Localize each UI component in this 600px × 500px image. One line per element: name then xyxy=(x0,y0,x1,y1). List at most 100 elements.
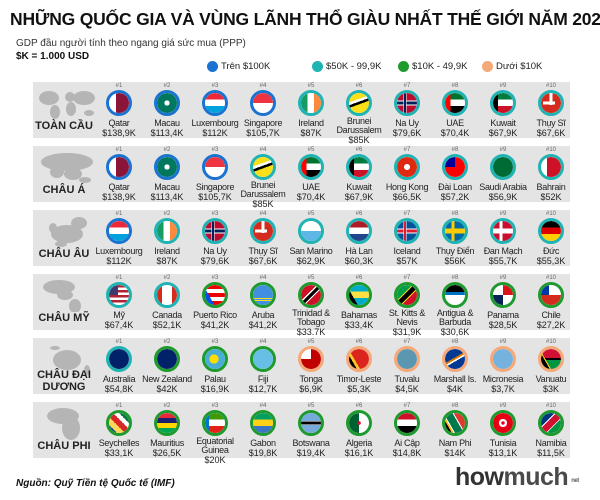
country-name: Trinidad & Tobago xyxy=(292,308,330,327)
flag-icon xyxy=(394,154,420,180)
gdp-value: $52K xyxy=(540,192,562,202)
flag-puerto-rico-icon xyxy=(205,285,225,305)
country-name: Qatar xyxy=(108,182,130,192)
country-name: St. Kitts & Nevis xyxy=(388,308,426,327)
region-label: CHÂU ÂU xyxy=(38,248,90,260)
flag-icon xyxy=(538,154,564,180)
country-item: #4 Gabon $19,8K xyxy=(237,402,289,459)
legend-item: Trên $100K xyxy=(207,61,270,72)
unit-note: $K = 1.000 USD xyxy=(16,51,90,62)
flag-icon xyxy=(106,410,132,436)
flag-aruba-icon xyxy=(253,285,273,305)
legend-label: $50K - 99,9K xyxy=(326,61,382,72)
flag-ireland-icon xyxy=(301,93,321,113)
flag-icon xyxy=(154,218,180,244)
country-item: #9 Đan Mạch $55,7K xyxy=(477,210,529,267)
rank-label: #6 xyxy=(355,211,363,217)
rank-label: #5 xyxy=(307,83,315,89)
legend-label: $10K - 49,9K xyxy=(412,61,468,72)
gdp-value: $79,6K xyxy=(200,256,230,266)
flag-tunisia-icon xyxy=(493,413,513,433)
region-label: CHÂU PHI xyxy=(37,440,91,452)
oceania-map-icon xyxy=(37,342,97,376)
rank-label: #6 xyxy=(355,275,363,281)
flag-icon xyxy=(298,154,324,180)
country-name: Seychelles xyxy=(98,438,140,448)
flag-icon xyxy=(250,218,276,244)
gdp-value: $70,4K xyxy=(296,192,326,202)
rank-label: #7 xyxy=(403,147,411,153)
country-name: Mỹ xyxy=(113,310,125,320)
country-name: Nam Phi xyxy=(438,438,472,448)
flag-macau-icon xyxy=(157,93,177,113)
country-item: #7 Tuvalu $4,5K xyxy=(381,338,433,395)
gdp-value: $67,9K xyxy=(344,192,374,202)
country-name: Bahrain xyxy=(536,182,566,192)
rank-label: #5 xyxy=(307,211,315,217)
flag-na-uy-icon xyxy=(205,221,225,241)
flag-icon xyxy=(346,90,372,116)
flag-icon xyxy=(202,218,228,244)
rank-label: #2 xyxy=(163,211,171,217)
flag-icon xyxy=(202,90,228,116)
legend-item: Dưới $10K xyxy=(482,61,542,72)
rank-label: #7 xyxy=(403,339,411,345)
rank-label: #4 xyxy=(259,275,267,281)
rank-label: #1 xyxy=(115,211,123,217)
gdp-value: $67,6K xyxy=(536,128,566,138)
flag-botswana-icon xyxy=(301,413,321,433)
gdp-value: $3,7K xyxy=(491,384,515,394)
flag-icon xyxy=(154,154,180,180)
region-panel: CHÂU ÂU #1 Luxembourg $112K #2 Ireland $87K #3 N… xyxy=(33,210,570,266)
country-item: #4 Brunei Darussalem $85K xyxy=(237,146,289,210)
region-label: CHÂU Á xyxy=(42,184,86,196)
rank-label: #3 xyxy=(211,147,219,153)
country-item: #2 Macau $113,4K xyxy=(141,146,193,203)
gdp-value: $16,9K xyxy=(200,384,230,394)
flag-icon xyxy=(490,154,516,180)
gdp-value: $14K xyxy=(444,448,466,458)
rank-label: #2 xyxy=(163,83,171,89)
country-name: Hong Kong xyxy=(385,182,429,192)
rank-label: #8 xyxy=(451,339,459,345)
country-item: #7 Iceland $57K xyxy=(381,210,433,267)
gdp-value: $12,7K xyxy=(248,384,278,394)
gdp-value: $57,2K xyxy=(440,192,470,202)
rank-label: #9 xyxy=(499,83,507,89)
gdp-value: $56K xyxy=(444,256,466,266)
gdp-value: $105,7K xyxy=(246,128,280,138)
country-item: #9 Kuwait $67,9K xyxy=(477,82,529,139)
rank-label: #6 xyxy=(355,147,363,153)
flag-icon xyxy=(250,90,276,116)
country-name: Luxembourg xyxy=(191,118,239,128)
country-item: #7 Ai Cập $14,8K xyxy=(381,402,433,459)
region-label: CHÂU MỸ xyxy=(38,312,90,324)
country-name: Singapore xyxy=(195,182,235,192)
country-item: #6 Hà Lan $60,3K xyxy=(333,210,385,267)
flag-icon xyxy=(490,346,516,372)
rank-label: #5 xyxy=(307,339,315,345)
flag-marshall-is--icon xyxy=(445,349,465,369)
country-name: Gabon xyxy=(250,438,276,448)
country-item: #10 Bahrain $52K xyxy=(525,146,577,203)
flag-new-zealand-icon xyxy=(157,349,177,369)
country-item: #1 Australia $54,8K xyxy=(93,338,145,395)
rank-label: #3 xyxy=(211,275,219,281)
flag-singapore-icon xyxy=(253,93,273,113)
gdp-value: $30,6K xyxy=(440,327,470,337)
country-name: Thụy Sĩ xyxy=(248,246,278,256)
country-name: Hà Lan xyxy=(345,246,373,256)
country-name: San Marino xyxy=(289,246,333,256)
flag-icon xyxy=(106,282,132,308)
country-item: #6 Kuwait $67,9K xyxy=(333,146,385,203)
flag-icon xyxy=(490,218,516,244)
flag-macau-icon xyxy=(157,157,177,177)
flag-australia-icon xyxy=(109,349,129,369)
flag-icon xyxy=(154,410,180,436)
rank-label: #9 xyxy=(499,211,507,217)
flag-icon xyxy=(394,410,420,436)
flag-icon xyxy=(202,410,228,436)
source-note: Nguồn: Quỹ Tiền tệ Quốc tế (IMF) xyxy=(16,478,175,489)
gdp-value: $11,5K xyxy=(537,448,565,458)
legend-dot-icon xyxy=(312,61,323,72)
